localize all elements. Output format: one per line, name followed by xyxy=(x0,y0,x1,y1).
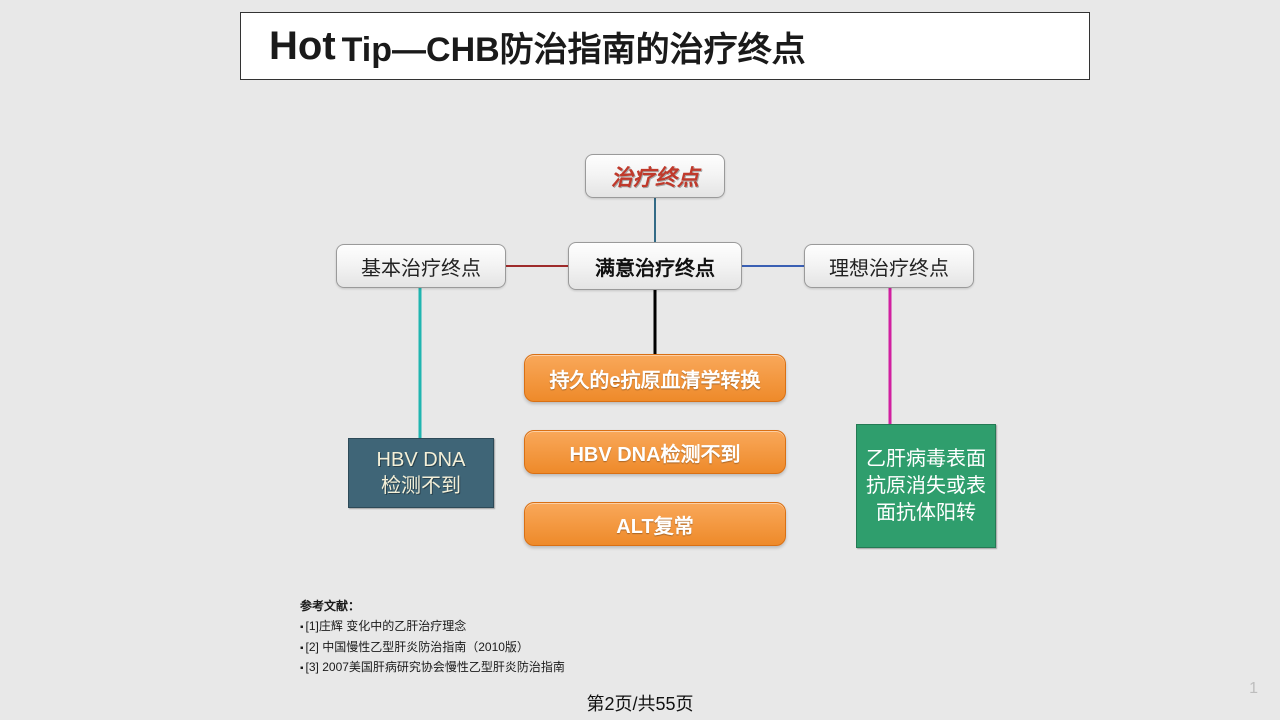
node-ideal-endpoint: 理想治疗终点 xyxy=(804,244,974,288)
node-hbv-dna-undetectable: HBV DNA检测不到 xyxy=(524,430,786,474)
node-basic-detail: HBV DNA 检测不到 xyxy=(348,438,494,508)
reference-item: [3] 2007美国肝病研究协会慢性乙型肝炎防治指南 xyxy=(300,657,565,677)
references-header: 参考文献： xyxy=(300,596,565,616)
node-teal-line2: 检测不到 xyxy=(377,473,466,499)
node-hbv-dna-label: HBV DNA检测不到 xyxy=(569,438,740,467)
references: 参考文献： [1]庄辉 变化中的乙肝治疗理念 [2] 中国慢性乙型肝炎防治指南（… xyxy=(300,596,565,678)
node-alt-label: ALT复常 xyxy=(616,510,693,539)
node-root: 治疗终点 xyxy=(585,154,725,198)
reference-item: [2] 中国慢性乙型肝炎防治指南（2010版） xyxy=(300,637,565,657)
slide-number: 1 xyxy=(1249,680,1258,698)
node-satisfactory-label: 满意治疗终点 xyxy=(595,252,715,281)
node-e-antigen: 持久的e抗原血清学转换 xyxy=(524,354,786,402)
node-e-antigen-label: 持久的e抗原血清学转换 xyxy=(549,364,760,393)
node-green-label: 乙肝病毒表面抗原消失或表面抗体阳转 xyxy=(865,446,987,527)
page-indicator: 第2页/共55页 xyxy=(586,690,693,716)
reference-item: [1]庄辉 变化中的乙肝治疗理念 xyxy=(300,616,565,636)
node-basic-label: 基本治疗终点 xyxy=(361,252,481,281)
node-satisfactory-endpoint: 满意治疗终点 xyxy=(568,242,742,290)
node-ideal-label: 理想治疗终点 xyxy=(829,252,949,281)
node-basic-endpoint: 基本治疗终点 xyxy=(336,244,506,288)
node-ideal-detail: 乙肝病毒表面抗原消失或表面抗体阳转 xyxy=(856,424,996,548)
node-teal-line1: HBV DNA xyxy=(377,447,466,473)
node-root-label: 治疗终点 xyxy=(611,160,699,192)
node-alt-normal: ALT复常 xyxy=(524,502,786,546)
